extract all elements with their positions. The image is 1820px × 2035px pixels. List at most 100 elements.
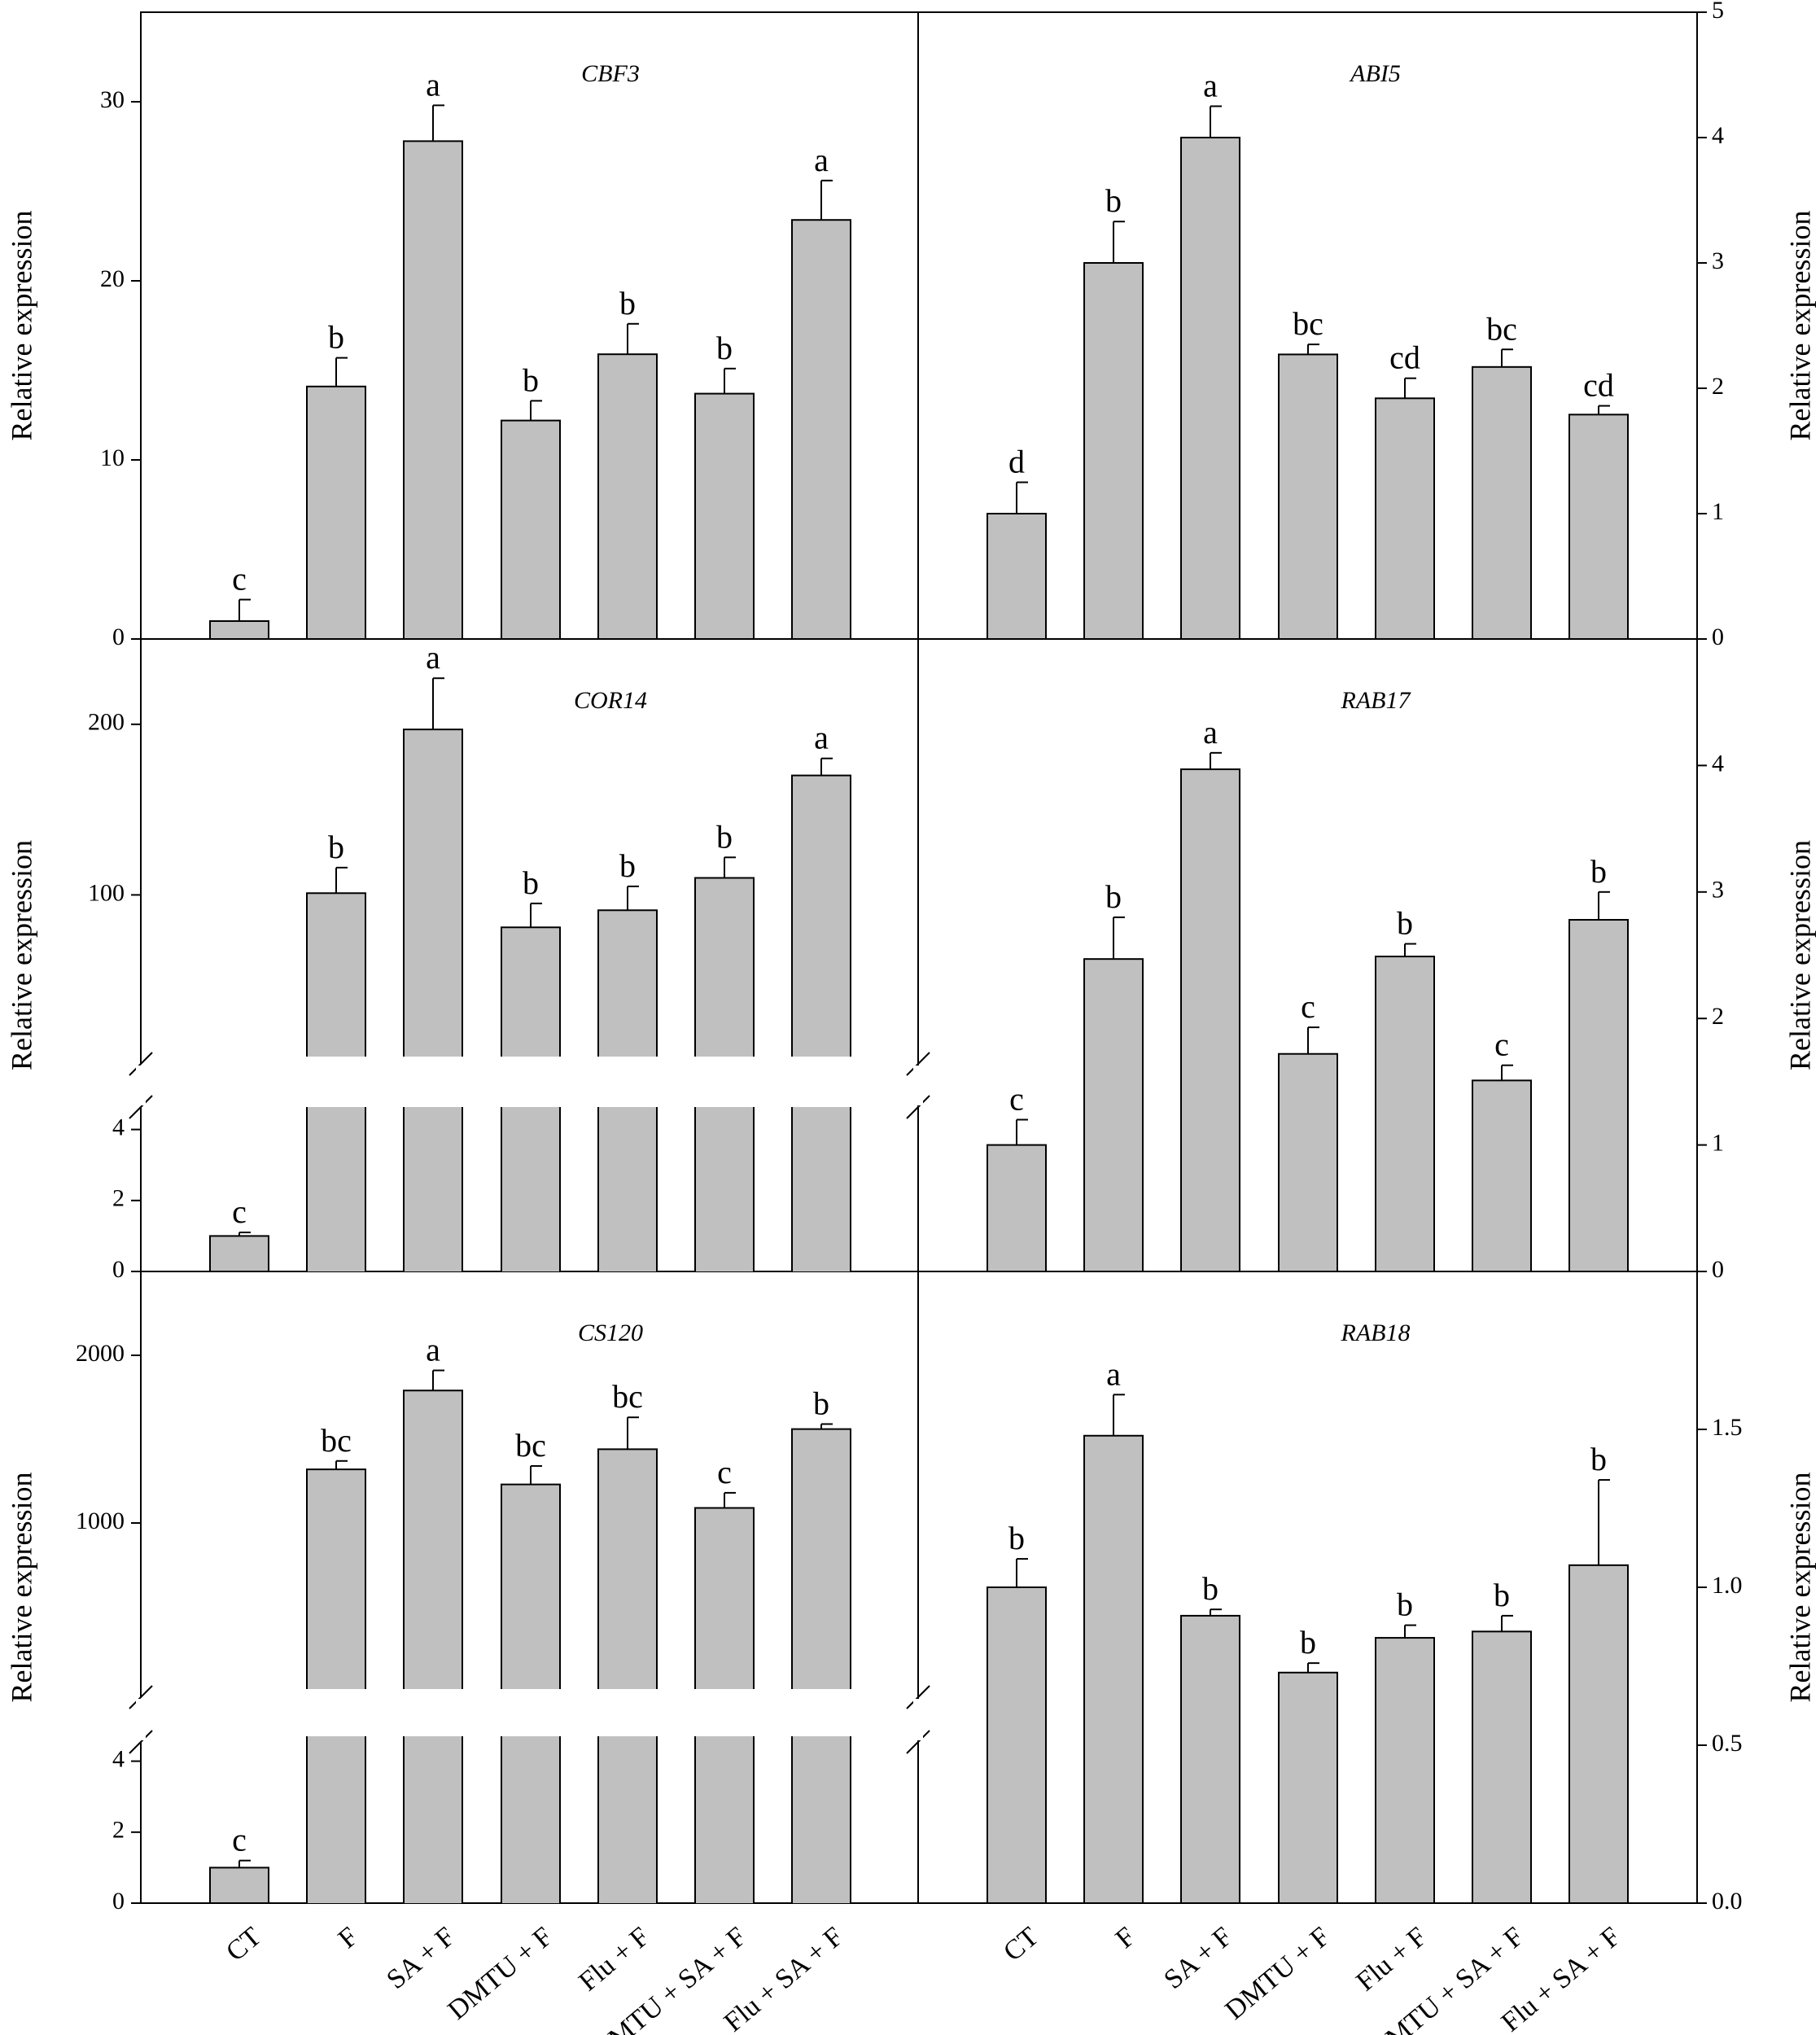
chart-abi5: 0 1 2 3 4 5 ABI5 d b a bc cd bc cd Relative expression [987,0,1816,650]
bar-4 [1375,397,1435,640]
bar-5 [1472,365,1532,640]
bar-6 [1568,414,1629,640]
significance-letter-6: b [1590,1441,1607,1477]
significance-letter-2: a [1203,714,1218,751]
category-label-left-3: DMTU + F [442,1922,558,2026]
y-tick-label-2: 2 [1712,373,1724,400]
significance-letter-2: a [426,66,440,103]
bar-6 [1568,918,1629,1273]
y-tick-label-upper-1: 2000 [76,1340,125,1367]
significance-letter-3: b [523,361,539,398]
significance-letter-5: c [717,1454,732,1490]
bar-lower-outline-2 [403,1736,463,1903]
bar-upper-6 [792,775,851,1057]
bar-2 [403,140,463,640]
y-tick-label-1: 1 [1712,1129,1724,1156]
y-tick-label-upper-1: 200 [88,709,125,736]
significance-letter-2: a [426,639,440,676]
significance-letter-5: b [716,818,733,855]
axis-break-gap [913,1066,923,1105]
bar-upper-3 [501,927,560,1057]
bar-lower-outline-3 [501,1736,561,1903]
significance-letter-0: c [232,1193,247,1230]
bar-upper-4 [598,910,657,1057]
y-axis-label: Relative expression [1783,211,1816,441]
bar-lower-5 [695,1736,754,1903]
bar-upper-5 [695,877,754,1057]
chart-cs120: 0 2 4 1000 2000 CS120 c bc a bc bc c b Relative expre… [5,1271,930,1915]
bar-3 [501,419,561,640]
gene-title: COR14 [574,687,647,714]
gene-title: CBF3 [581,60,640,87]
significance-letter-1: b [1105,878,1122,915]
bar-0 [987,1144,1047,1272]
significance-letter-4: b [1397,905,1413,942]
bar-1 [1083,262,1144,640]
y-axis-label: Relative expression [1783,840,1816,1070]
bar-upper-2 [404,729,462,1057]
y-tick-label-4: 4 [1712,122,1724,149]
y-tick-label-3: 30 [100,86,125,113]
y-tick-label-upper-0: 1000 [76,1508,125,1534]
bar-lower-outline-5 [694,1736,755,1903]
y-tick-label-2: 20 [100,265,125,292]
significance-letter-0: c [232,1822,247,1858]
bar-lower-6 [792,1736,851,1903]
bar-upper-6 [792,1429,851,1689]
bar-upper-2 [404,1390,462,1689]
bar-0 [987,513,1047,640]
bar-5 [1472,1079,1532,1272]
bar-lower-outline-5 [694,1107,755,1271]
chart-rab17: 0 1 2 3 4 RAB17 c b a c b c b Relative expression [987,639,1816,1283]
significance-letter-2: b [1202,1570,1218,1607]
chart-cbf3: 0 10 20 30 CBF3 c b a b b b a Relative expression [5,12,851,650]
axis-break-mark-3 [906,1730,930,1754]
significance-letter-4: b [1397,1586,1413,1623]
bar-lower-3 [501,1736,560,1903]
significance-letter-2: a [426,1332,440,1368]
bar-lower-1 [307,1736,365,1903]
y-axis-label: Relative expression [1783,1473,1816,1703]
y-axis-label: Relative expression [5,840,37,1070]
y-tick-label-0: 0 [1712,624,1724,650]
chart-cor14: 0 2 4 100 200 COR14 c b a b b b a Relative expression [5,639,930,1283]
y-tick-label-1: 0.5 [1712,1730,1743,1757]
significance-letter-5: c [1494,1026,1509,1063]
category-label-left-4: Flu + F [573,1922,655,1998]
y-tick-label-0: 0 [1712,1256,1724,1283]
axis-break-mark-1 [129,1730,153,1754]
y-tick-label-3: 1.5 [1712,1414,1743,1441]
y-tick-label-1: 10 [100,444,125,471]
y-tick-label-0: 0.0 [1712,1888,1743,1915]
axis-break-mark-1 [129,1095,153,1119]
significance-letter-6: a [814,720,829,756]
bar-upper-4 [598,1449,657,1689]
y-tick-label-5: 5 [1712,0,1724,24]
y-tick-label-lower-2: 4 [112,1114,125,1140]
bar-lower-outline-6 [791,1107,851,1271]
panel-frames [140,11,1697,1904]
significance-letter-1: b [1105,182,1122,219]
chart-rab18: 0.0 0.5 1.0 1.5 RAB18 b a b b b b b Relative express… [987,1271,1816,1915]
significance-letter-3: b [523,864,539,901]
significance-letter-2: a [1203,68,1218,104]
y-tick-label-lower-2: 4 [112,1745,125,1772]
bar-0 [209,1867,269,1904]
y-tick-label-3: 3 [1712,247,1724,274]
category-label-right-2: SA + F [1158,1922,1238,1995]
axis-break-mark-3 [906,1095,930,1119]
significance-letter-3: bc [1293,305,1323,342]
bar-upper-5 [695,1508,754,1689]
significance-letter-3: b [1300,1624,1316,1661]
category-label-left-2: SA + F [381,1922,461,1995]
bar-3 [1278,1671,1338,1904]
significance-letter-3: c [1301,988,1315,1025]
bar-1 [1083,958,1144,1272]
bar-lower-outline-1 [306,1736,366,1903]
gene-title: ABI5 [1349,60,1401,87]
y-tick-label-upper-0: 100 [88,879,125,906]
bar-lower-2 [404,1107,462,1271]
bar-6 [791,219,851,640]
bar-lower-4 [598,1107,657,1271]
